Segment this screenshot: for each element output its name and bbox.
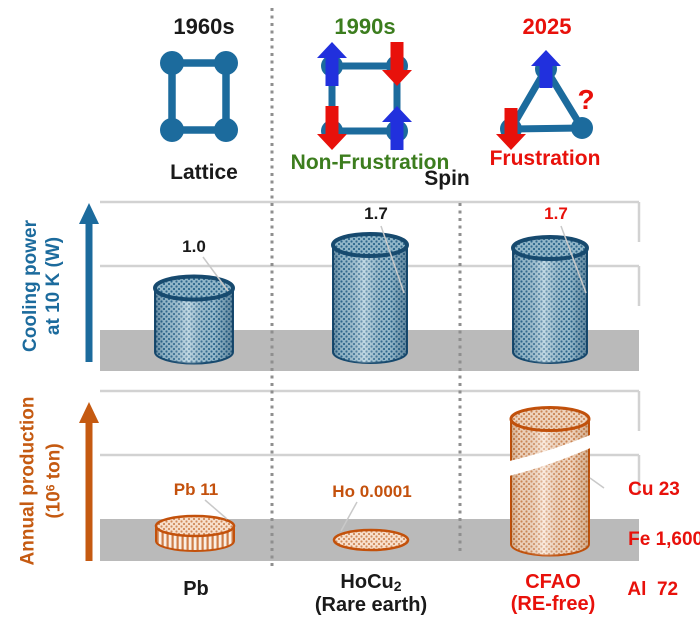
leader-lines xyxy=(202,225,605,532)
spin-square-icon xyxy=(317,42,412,150)
cooling-axis-line2: at 10 K (W) xyxy=(43,236,64,336)
material-hocu2-sub: (Rare earth) xyxy=(314,594,428,617)
cooling-value-pb: 1.0 xyxy=(182,237,206,256)
cooling-value-hocu2: 1.7 xyxy=(364,204,388,223)
lattice-caption: Lattice xyxy=(170,161,238,184)
non-frustration-caption: Non-Frustration xyxy=(290,151,450,174)
spin-triangle-icon xyxy=(496,50,593,150)
cooling-axis-title: Cooling power at 10 K (W) xyxy=(19,220,65,352)
spin-down-arrow-icon xyxy=(382,42,412,86)
cooling-value-cfao: 1.7 xyxy=(544,204,568,223)
production-cylinder-cfao xyxy=(505,406,595,557)
era-1960s-label: 1960s xyxy=(173,14,235,39)
production-value-pb: Pb 11 xyxy=(173,480,219,499)
production-axis-line1: Annual production xyxy=(17,396,39,566)
material-pb: Pb xyxy=(183,578,209,600)
cooling-cylinder-cfao xyxy=(511,235,589,364)
production-value-fe: Fe 1,600 xyxy=(628,529,700,550)
question-mark: ? xyxy=(577,84,595,115)
production-value-cfao: Cu 23 Fe 1,600 Al 72 xyxy=(607,452,700,626)
production-value-al: Al 72 xyxy=(627,579,679,600)
cooling-cylinder-pb xyxy=(153,274,235,365)
cooling-cylinder-hocu2 xyxy=(331,232,409,364)
production-value-ho: Ho 0.0001 xyxy=(332,482,412,501)
spin-up-arrow-icon xyxy=(531,50,561,88)
lattice-icon xyxy=(160,51,238,142)
material-hocu2: HoCu2 (Rare earth) xyxy=(314,571,428,617)
era-1990s-label: 1990s xyxy=(334,14,396,39)
spin-up-arrow-icon xyxy=(317,42,347,86)
production-axis-line2: (106 ton) xyxy=(43,443,65,519)
frustration-caption: Frustration xyxy=(489,147,601,170)
material-cfao-sub: (RE-free) xyxy=(510,593,596,615)
production-axis-title: Annual production (106 ton) xyxy=(17,397,66,566)
cooling-axis-arrow xyxy=(79,203,99,362)
spin-down-arrow-icon xyxy=(317,106,347,150)
production-axis-arrow xyxy=(79,402,99,561)
production-value-cu: Cu 23 xyxy=(628,479,680,500)
material-cfao: CFAO (RE-free) xyxy=(510,571,596,615)
era-2025-label: 2025 xyxy=(522,14,572,39)
spin-up-arrow-icon xyxy=(382,106,412,150)
spin-down-arrow-icon xyxy=(496,108,526,150)
cooling-axis-line1: Cooling power xyxy=(20,220,41,352)
axis-break-band xyxy=(505,433,595,477)
spin-caption: Spin xyxy=(424,167,470,190)
production-disk-ho xyxy=(332,528,410,552)
production-coin-pb xyxy=(154,514,236,552)
